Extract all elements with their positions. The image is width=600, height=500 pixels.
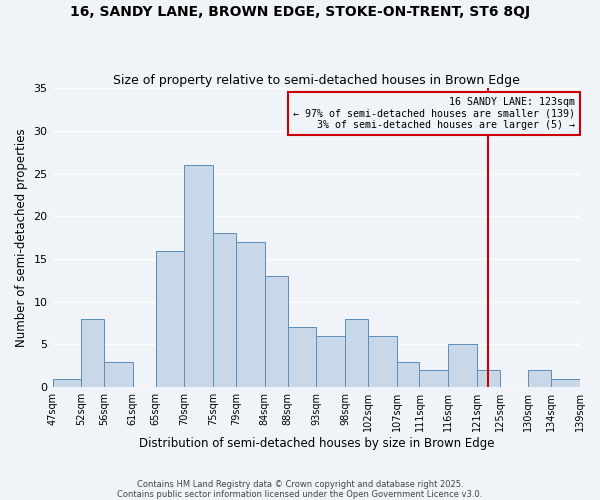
Text: Contains HM Land Registry data © Crown copyright and database right 2025.
Contai: Contains HM Land Registry data © Crown c… — [118, 480, 482, 499]
Text: 16 SANDY LANE: 123sqm
← 97% of semi-detached houses are smaller (139)
   3% of s: 16 SANDY LANE: 123sqm ← 97% of semi-deta… — [293, 97, 575, 130]
Bar — [551, 378, 580, 387]
Bar — [81, 319, 104, 387]
Bar — [419, 370, 448, 387]
X-axis label: Distribution of semi-detached houses by size in Brown Edge: Distribution of semi-detached houses by … — [139, 437, 494, 450]
Bar — [316, 336, 345, 387]
Bar — [345, 319, 368, 387]
Bar — [265, 276, 287, 387]
Text: 16, SANDY LANE, BROWN EDGE, STOKE-ON-TRENT, ST6 8QJ: 16, SANDY LANE, BROWN EDGE, STOKE-ON-TRE… — [70, 5, 530, 19]
Bar — [213, 234, 236, 387]
Bar — [236, 242, 265, 387]
Y-axis label: Number of semi-detached properties: Number of semi-detached properties — [15, 128, 28, 347]
Bar — [368, 336, 397, 387]
Bar — [104, 362, 133, 387]
Bar — [448, 344, 477, 387]
Bar — [529, 370, 551, 387]
Bar — [477, 370, 500, 387]
Bar — [156, 250, 184, 387]
Bar — [184, 165, 213, 387]
Bar — [287, 328, 316, 387]
Bar — [397, 362, 419, 387]
Bar — [53, 378, 81, 387]
Title: Size of property relative to semi-detached houses in Brown Edge: Size of property relative to semi-detach… — [113, 74, 520, 87]
